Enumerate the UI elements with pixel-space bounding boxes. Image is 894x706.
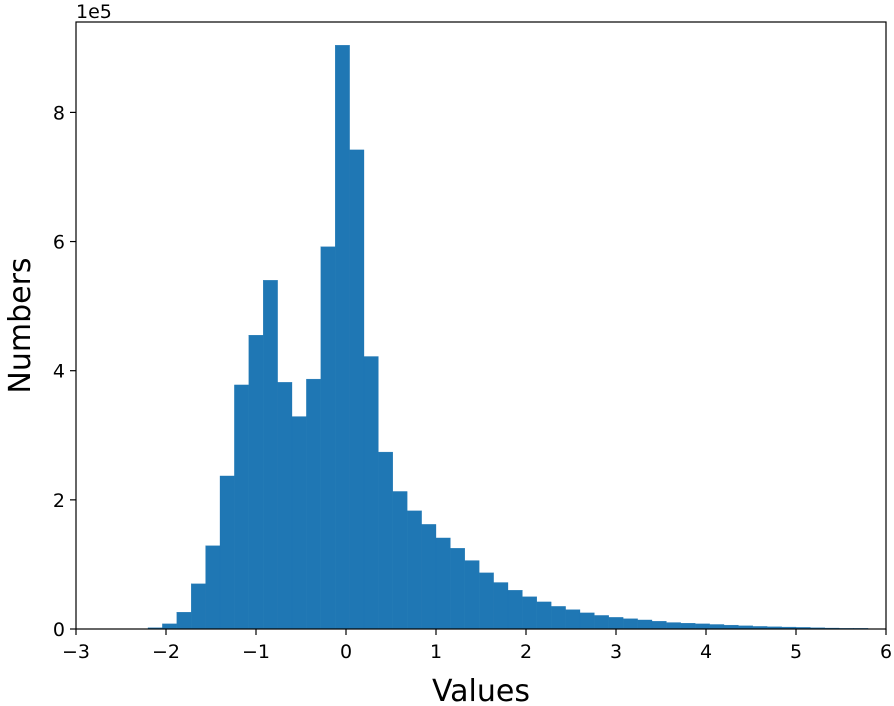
- y-tick-label: 8: [53, 102, 65, 124]
- histogram-bar: [579, 612, 595, 630]
- histogram-bar: [608, 617, 624, 630]
- x-tick-label: 6: [880, 641, 892, 663]
- histogram-bar: [335, 45, 350, 630]
- x-tick-label: 2: [520, 641, 532, 663]
- histogram-bars: [147, 45, 869, 630]
- histogram-bar: [378, 451, 393, 630]
- histogram-bar: [464, 560, 480, 630]
- histogram-bar: [219, 475, 235, 630]
- histogram-bar: [536, 601, 552, 630]
- y-offset-text: 1e5: [76, 1, 112, 23]
- histogram-bar: [421, 524, 437, 630]
- y-tick-label: 2: [53, 490, 65, 512]
- x-tick-label: −2: [152, 641, 180, 663]
- histogram-bar: [291, 416, 307, 630]
- histogram-bar: [493, 582, 509, 630]
- histogram-bar: [176, 612, 192, 630]
- x-tick-label: 3: [610, 641, 622, 663]
- histogram-bar: [263, 280, 278, 630]
- histogram-bar: [651, 621, 667, 630]
- x-tick-label: 4: [700, 641, 712, 663]
- y-tick-label: 0: [53, 619, 65, 641]
- histogram-bar: [637, 619, 653, 630]
- y-tick-label: 6: [53, 232, 65, 254]
- histogram-bar: [666, 622, 681, 630]
- x-axis-ticks: −3 −2 −1 0 1 2 3 4 5 6: [62, 629, 892, 663]
- histogram-bar: [306, 378, 321, 630]
- histogram-bar: [205, 545, 221, 630]
- x-tick-label: −3: [62, 641, 90, 663]
- histogram-bar: [695, 623, 710, 630]
- histogram-bar: [234, 384, 249, 630]
- histogram-bar: [162, 623, 177, 630]
- histogram-bar: [680, 623, 696, 630]
- histogram-bar: [363, 356, 379, 630]
- histogram-bar: [623, 618, 638, 630]
- y-tick-label: 4: [53, 361, 65, 383]
- histogram-bar: [551, 606, 566, 630]
- y-axis-label: Numbers: [3, 257, 38, 393]
- histogram-bar: [565, 609, 581, 630]
- histogram-bar: [392, 491, 408, 630]
- histogram-bar: [450, 548, 465, 630]
- histogram-bar: [349, 149, 365, 630]
- histogram-bar: [435, 537, 451, 630]
- y-axis-ticks: 0 2 4 6 8: [53, 102, 76, 641]
- x-axis-label: Values: [432, 674, 530, 706]
- histogram-bar: [277, 382, 293, 630]
- histogram-bar: [191, 583, 206, 630]
- histogram-bar: [709, 624, 725, 630]
- x-tick-label: 5: [790, 641, 802, 663]
- histogram-bar: [320, 246, 336, 630]
- plot-frame: [75, 21, 887, 630]
- histogram-bar: [522, 596, 537, 630]
- histogram-bar: [594, 615, 609, 630]
- x-tick-label: 0: [340, 641, 352, 663]
- x-tick-label: 1: [430, 641, 442, 663]
- x-tick-label: −1: [242, 641, 270, 663]
- histogram-bar: [248, 335, 264, 630]
- histogram-bar: [479, 572, 494, 630]
- histogram-bar: [507, 590, 523, 630]
- histogram-bar: [407, 510, 422, 630]
